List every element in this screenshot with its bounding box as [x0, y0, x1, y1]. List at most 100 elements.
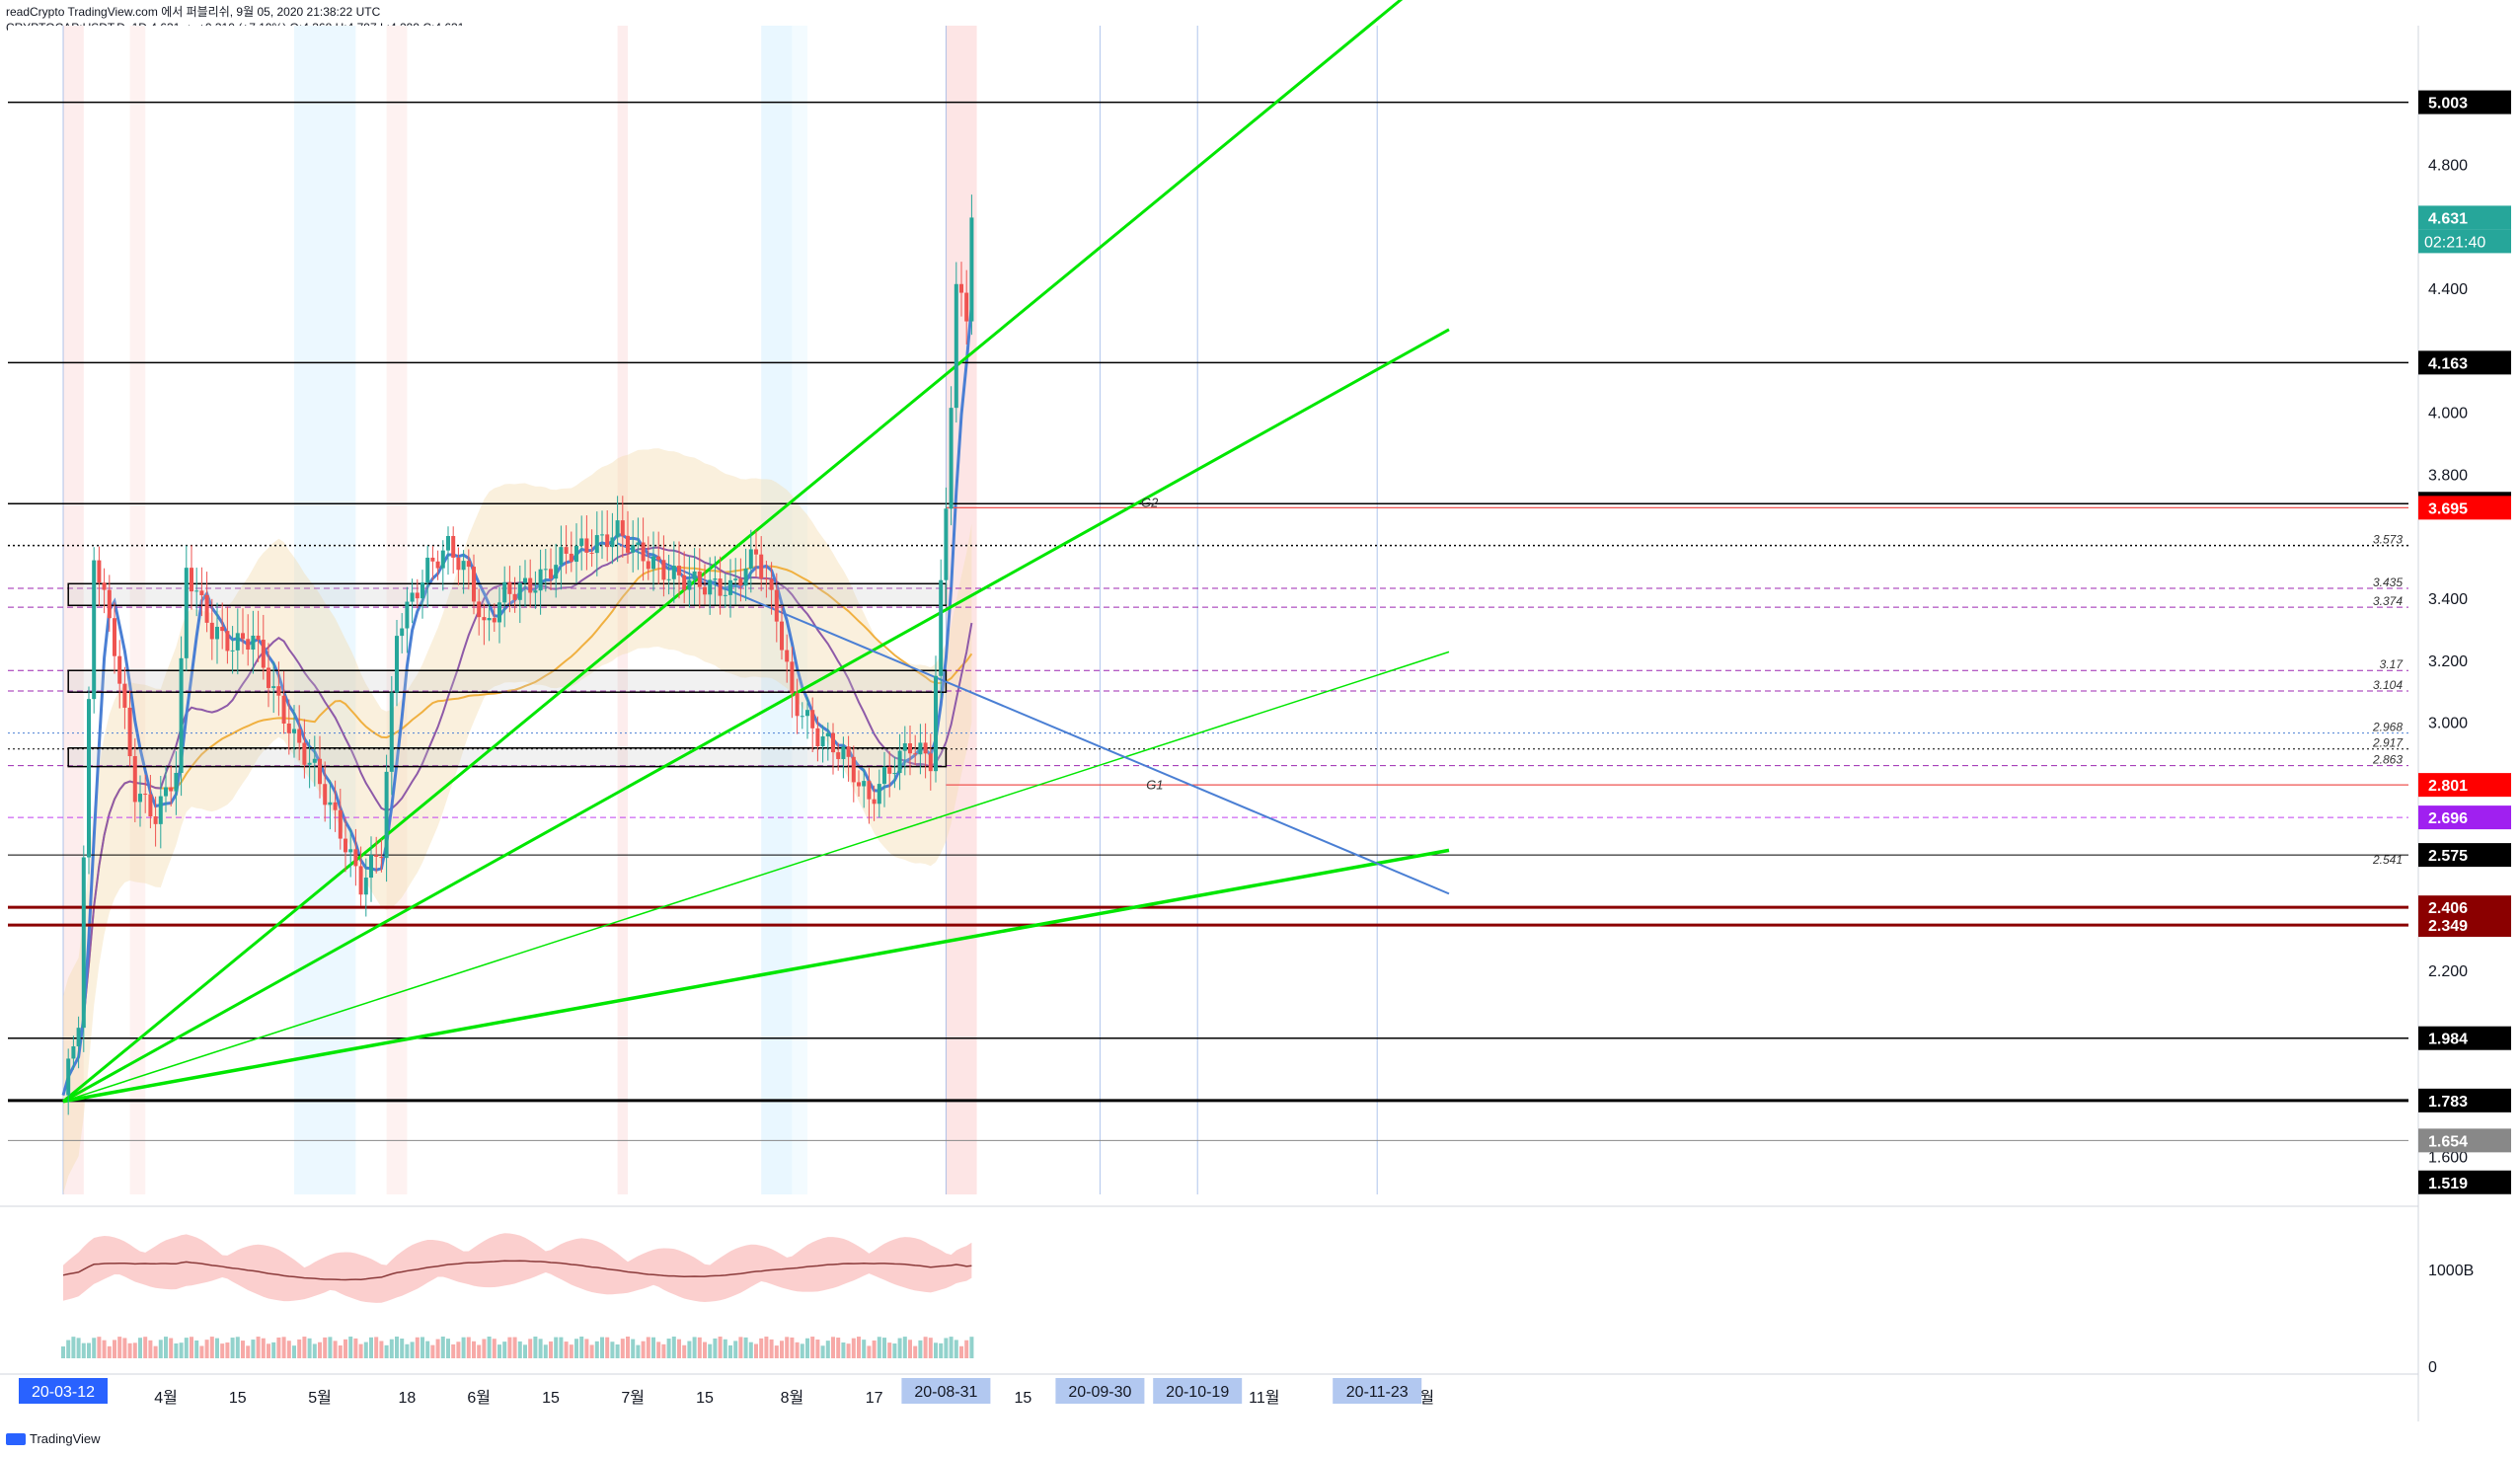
- candles: [66, 194, 974, 1115]
- candle-body: [554, 565, 559, 579]
- candle-body: [87, 699, 91, 858]
- volume-bar: [800, 1343, 804, 1358]
- volume-bar: [477, 1344, 482, 1358]
- candle-body: [851, 756, 856, 783]
- candle-body: [605, 534, 610, 548]
- highlight-band: [294, 26, 356, 1194]
- volume-bar: [107, 1345, 112, 1358]
- price-badge-label: 2.406: [2428, 900, 2468, 917]
- x-tick-label: 7월: [621, 1389, 645, 1407]
- level-label: 3.573: [2373, 533, 2403, 547]
- candle-body: [158, 796, 163, 824]
- volume-bar: [666, 1339, 671, 1358]
- candle-body: [594, 535, 599, 554]
- volume-bar: [492, 1339, 496, 1358]
- x-badge: [1153, 1378, 1243, 1404]
- volume-bar: [507, 1337, 512, 1358]
- candle-body: [969, 217, 974, 322]
- price-badge-label: 1.783: [2428, 1094, 2468, 1111]
- candle-body: [964, 292, 969, 322]
- volume-bar: [363, 1342, 368, 1358]
- candle-body: [564, 547, 569, 554]
- volume-bar: [97, 1337, 102, 1358]
- volume-bar: [862, 1340, 867, 1358]
- candle-body: [743, 569, 748, 586]
- candle-body: [281, 695, 286, 724]
- volume-bar: [209, 1337, 214, 1358]
- volume-bar: [271, 1342, 276, 1358]
- volume-bar: [199, 1345, 204, 1358]
- x-badge: [19, 1378, 108, 1404]
- volume-bar: [204, 1340, 209, 1358]
- annotation-label: G2: [1141, 496, 1159, 510]
- y-tick-label: 3.400: [2428, 591, 2468, 608]
- candle-body: [215, 626, 219, 640]
- volume-bar: [641, 1341, 646, 1358]
- volume-bar: [738, 1337, 743, 1358]
- volume-bar: [692, 1337, 697, 1358]
- candle-body: [913, 753, 918, 755]
- candle-body: [790, 661, 795, 694]
- level-label: 3.374: [2373, 594, 2403, 608]
- volume-bar: [76, 1338, 81, 1358]
- zone-box: [67, 747, 948, 768]
- countdown-badge: [2418, 229, 2511, 254]
- x-tick-label: 15: [1015, 1390, 1032, 1407]
- candle-body: [102, 582, 107, 590]
- volume-bar: [81, 1342, 86, 1358]
- candle-body: [954, 283, 958, 409]
- volume-bar: [882, 1338, 886, 1358]
- volume-bar: [194, 1340, 199, 1358]
- volume-bar: [174, 1342, 179, 1358]
- x-tick-label: 17: [866, 1390, 883, 1407]
- candle-body: [923, 742, 928, 754]
- volume-bar: [610, 1342, 615, 1358]
- candle-body: [256, 635, 261, 641]
- x-tick-label: 18: [399, 1390, 417, 1407]
- candle-body: [204, 594, 209, 623]
- volume-bar: [887, 1342, 892, 1358]
- candle-body: [199, 590, 204, 595]
- volume-bar: [220, 1343, 225, 1358]
- candle-body: [410, 592, 415, 602]
- volume-bar: [267, 1343, 270, 1358]
- candle-body: [241, 633, 245, 640]
- candle-body: [338, 809, 343, 839]
- candle-body: [456, 557, 461, 571]
- volume-bar: [164, 1337, 168, 1358]
- volume-bar: [743, 1337, 748, 1358]
- volume-bar: [631, 1339, 636, 1358]
- candle-body: [887, 766, 892, 774]
- candle-body: [723, 594, 727, 596]
- candle-body: [697, 571, 702, 587]
- candle-body: [312, 758, 317, 763]
- price-badge: [2418, 805, 2511, 830]
- volume-bar: [66, 1340, 71, 1358]
- volume-bar: [944, 1338, 949, 1358]
- volume-bar: [939, 1342, 944, 1358]
- volume-bar: [851, 1338, 856, 1358]
- y-tick-label: 3.800: [2428, 467, 2468, 484]
- volume-bar: [964, 1340, 969, 1358]
- volume-bar: [574, 1339, 578, 1358]
- candle-body: [507, 581, 512, 594]
- trend-line: [62, 328, 1450, 1104]
- candle-body: [641, 542, 646, 562]
- volume-bar: [723, 1339, 727, 1358]
- volume-bar: [564, 1342, 569, 1358]
- volume-bar: [523, 1344, 527, 1358]
- candle-body: [76, 1028, 81, 1046]
- volume-bar: [482, 1339, 487, 1358]
- candle-body: [107, 589, 112, 619]
- candle-body: [174, 772, 179, 792]
- x-tick-label: 15: [542, 1390, 560, 1407]
- volume-bar: [892, 1343, 897, 1358]
- level-label: 2.863: [2372, 753, 2403, 767]
- volume-bar: [759, 1338, 764, 1358]
- volume-bar: [410, 1342, 415, 1358]
- candle-body: [620, 520, 625, 536]
- trend-line: [617, 542, 1450, 895]
- volume-bar: [774, 1345, 779, 1358]
- volume-bar: [153, 1345, 158, 1358]
